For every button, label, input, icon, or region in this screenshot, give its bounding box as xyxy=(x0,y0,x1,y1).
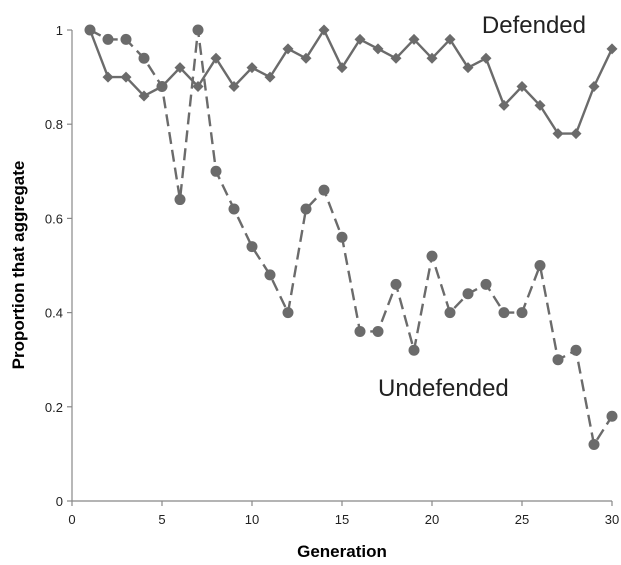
data-point-defended xyxy=(102,71,114,83)
series-label-defended: Defended xyxy=(482,12,586,39)
data-point-undefended xyxy=(318,184,330,196)
data-point-defended xyxy=(192,81,204,93)
data-point-defended xyxy=(174,62,186,74)
data-point-defended xyxy=(138,90,150,102)
data-point-defended xyxy=(426,52,438,64)
data-point-undefended xyxy=(570,344,582,356)
y-tick-label: 0.8 xyxy=(45,117,63,132)
data-point-defended xyxy=(282,43,294,55)
y-tick-label: 1 xyxy=(56,23,63,38)
data-point-defended xyxy=(120,71,132,83)
data-point-undefended xyxy=(282,307,294,319)
data-point-undefended xyxy=(408,344,420,356)
data-point-defended xyxy=(516,81,528,93)
data-point-undefended xyxy=(444,307,456,319)
data-point-undefended xyxy=(426,250,438,262)
tick-labels: 0 5 10 15 20 25 30 0 0.2 0.4 0.6 0.8 1 xyxy=(45,23,619,527)
data-point-undefended xyxy=(210,165,222,177)
data-point-defended xyxy=(228,81,240,93)
x-tick-label: 25 xyxy=(515,512,529,527)
x-tick-label: 5 xyxy=(158,512,165,527)
y-tick-label: 0.4 xyxy=(45,306,63,321)
x-tick-label: 20 xyxy=(425,512,439,527)
data-point-defended xyxy=(498,99,510,111)
data-point-undefended xyxy=(300,203,312,215)
data-point-undefended xyxy=(138,52,150,64)
data-point-undefended xyxy=(462,288,474,300)
data-point-defended xyxy=(606,43,618,55)
data-point-undefended xyxy=(264,269,276,281)
data-point-defended xyxy=(372,43,384,55)
y-tick-label: 0.2 xyxy=(45,400,63,415)
data-point-undefended xyxy=(534,260,546,271)
data-point-defended xyxy=(390,52,402,64)
series-line-undefended xyxy=(89,28,614,446)
data-point-undefended xyxy=(480,278,492,290)
data-point-undefended xyxy=(336,231,348,243)
data-point-defended xyxy=(264,71,276,83)
data-point-undefended xyxy=(228,203,240,215)
x-tick-label: 30 xyxy=(605,512,619,527)
x-tick-label: 0 xyxy=(68,512,75,527)
data-point-defended xyxy=(444,33,456,45)
series-line-defended xyxy=(88,28,614,135)
data-point-defended xyxy=(534,99,546,111)
data-point-defended xyxy=(336,62,348,74)
data-point-undefended xyxy=(372,325,384,337)
x-tick-label: 10 xyxy=(245,512,259,527)
data-point-undefended xyxy=(156,81,168,93)
data-point-undefended xyxy=(606,410,618,422)
series-markers xyxy=(84,24,618,450)
data-point-undefended xyxy=(102,33,114,45)
data-point-defended xyxy=(570,128,582,140)
data-point-undefended xyxy=(120,33,132,45)
data-point-defended xyxy=(246,62,258,74)
data-point-defended xyxy=(552,128,564,140)
data-point-defended xyxy=(300,52,312,64)
data-point-defended xyxy=(480,52,492,64)
axes xyxy=(71,30,612,502)
data-point-undefended xyxy=(498,307,510,319)
data-point-undefended xyxy=(588,438,600,450)
x-axis-title: Generation xyxy=(297,542,387,561)
data-point-defended xyxy=(318,24,330,36)
data-point-undefended xyxy=(84,24,96,36)
data-point-undefended xyxy=(354,325,366,337)
data-point-defended xyxy=(354,33,366,45)
tick-marks xyxy=(67,29,613,506)
y-axis-title: Proportion that aggregate xyxy=(9,161,28,370)
series-label-undefended: Undefended xyxy=(378,375,509,402)
data-point-undefended xyxy=(390,278,402,290)
data-point-defended xyxy=(462,62,474,74)
data-point-undefended xyxy=(192,24,204,36)
data-point-defended xyxy=(210,52,222,64)
data-point-defended xyxy=(408,33,420,45)
data-point-undefended xyxy=(552,354,564,366)
data-point-defended xyxy=(588,81,600,93)
series-lines xyxy=(88,28,614,446)
data-point-undefended xyxy=(516,307,528,319)
y-tick-label: 0 xyxy=(56,494,63,509)
data-point-undefended xyxy=(174,194,186,206)
data-point-undefended xyxy=(246,241,258,253)
x-tick-label: 15 xyxy=(335,512,349,527)
y-tick-label: 0.6 xyxy=(45,211,63,226)
